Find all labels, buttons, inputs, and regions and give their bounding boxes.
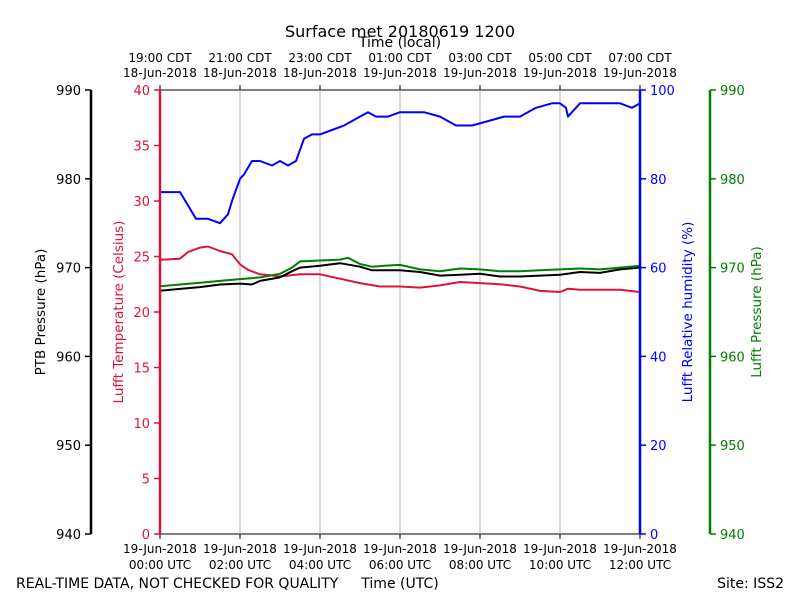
rh-tick-label: 80 xyxy=(650,173,667,188)
lufft_p-tick-label: 980 xyxy=(720,173,745,188)
bottom-tick-date: 19-Jun-2018 xyxy=(283,542,357,556)
temp-axis-label: Lufft Temperature (Celsius) xyxy=(111,221,127,404)
bottom-tick-date: 19-Jun-2018 xyxy=(443,542,517,556)
ptb-axis-label: PTB Pressure (hPa) xyxy=(33,249,49,376)
lufft-relative-humidity-line xyxy=(160,102,641,225)
bottom-tick-time: 10:00 UTC xyxy=(529,558,591,572)
top-tick-time: 19:00 CDT xyxy=(128,51,192,65)
top-tick-time: 03:00 CDT xyxy=(448,51,512,65)
ptb-tick-label: 940 xyxy=(56,528,81,543)
top-tick-time: 07:00 CDT xyxy=(608,51,672,65)
footer-site: Site: ISS2 xyxy=(717,576,784,592)
grid-layer xyxy=(160,89,640,535)
bottom-tick-date: 19-Jun-2018 xyxy=(523,542,597,556)
bottom-tick-date: 19-Jun-2018 xyxy=(123,542,197,556)
lufft-pressure-line xyxy=(159,256,641,288)
lufft_p-tick-label: 990 xyxy=(720,84,745,99)
top-tick-time: 01:00 CDT xyxy=(368,51,432,65)
footer-quality-note: REAL-TIME DATA, NOT CHECKED FOR QUALITY xyxy=(16,576,339,592)
temp-tick-label: 5 xyxy=(142,473,150,488)
temp-tick-label: 20 xyxy=(133,306,150,321)
bottom-tick-time: 06:00 UTC xyxy=(369,558,431,572)
rh-tick-label: 100 xyxy=(650,84,675,99)
axes-layer xyxy=(89,90,712,534)
ptb-tick-label: 980 xyxy=(56,173,81,188)
temp-tick-label: 0 xyxy=(142,528,150,543)
temp-tick-label: 35 xyxy=(133,140,150,155)
top-tick-date: 19-Jun-2018 xyxy=(523,66,597,80)
temp-tick-label: 30 xyxy=(133,195,150,210)
lufft-temperature-line xyxy=(159,245,641,293)
top-tick-date: 18-Jun-2018 xyxy=(283,66,357,80)
top-tick-time: 21:00 CDT xyxy=(208,51,272,65)
rh-tick-label: 0 xyxy=(650,528,658,543)
ptb-tick-label: 960 xyxy=(56,350,81,365)
lufft_p-tick-label: 950 xyxy=(720,439,745,454)
ticks-layer: 940 950 960 970 980 990 PTB Pressure (hPa) 0 5 10… xyxy=(33,51,765,572)
ptb-tick-label: 990 xyxy=(56,84,81,99)
ptb-pressure-line xyxy=(159,262,641,292)
lufft_p-axis-label: Lufft Pressure (hPa) xyxy=(749,246,765,378)
bottom-tick-date: 19-Jun-2018 xyxy=(603,542,677,556)
bottom-tick-time: 08:00 UTC xyxy=(449,558,511,572)
top-tick-date: 19-Jun-2018 xyxy=(443,66,517,80)
lufft_p-tick-label: 960 xyxy=(720,350,745,365)
temp-tick-label: 40 xyxy=(133,84,150,99)
top-axis-label: Time (local) xyxy=(358,35,441,51)
series-layer xyxy=(159,102,641,293)
top-tick-time: 05:00 CDT xyxy=(528,51,592,65)
bottom-tick-time: 02:00 UTC xyxy=(209,558,271,572)
top-tick-date: 19-Jun-2018 xyxy=(363,66,437,80)
bottom-tick-time: 00:00 UTC xyxy=(129,558,191,572)
rh-tick-label: 20 xyxy=(650,439,667,454)
chart-title: Surface met 20180619 1200 xyxy=(285,22,515,41)
top-tick-time: 23:00 CDT xyxy=(288,51,352,65)
rh-tick-label: 40 xyxy=(650,350,667,365)
bottom-tick-time: 04:00 UTC xyxy=(289,558,351,572)
bottom-tick-date: 19-Jun-2018 xyxy=(203,542,277,556)
rh-axis-label: Lufft Relative humidity (%) xyxy=(680,222,696,403)
temp-tick-label: 25 xyxy=(133,251,150,266)
ptb-tick-label: 950 xyxy=(56,439,81,454)
bottom-tick-date: 19-Jun-2018 xyxy=(363,542,437,556)
lufft_p-tick-label: 940 xyxy=(720,528,745,543)
rh-tick-label: 60 xyxy=(650,262,667,277)
temp-tick-label: 10 xyxy=(133,417,150,432)
bottom-tick-time: 12:00 UTC xyxy=(609,558,671,572)
top-tick-date: 19-Jun-2018 xyxy=(603,66,677,80)
ptb-tick-label: 970 xyxy=(56,262,81,277)
lufft_p-tick-label: 970 xyxy=(720,262,745,277)
bottom-axis-label: Time (UTC) xyxy=(360,576,438,592)
top-tick-date: 18-Jun-2018 xyxy=(203,66,277,80)
temp-tick-label: 15 xyxy=(133,362,150,377)
top-tick-date: 18-Jun-2018 xyxy=(123,66,197,80)
